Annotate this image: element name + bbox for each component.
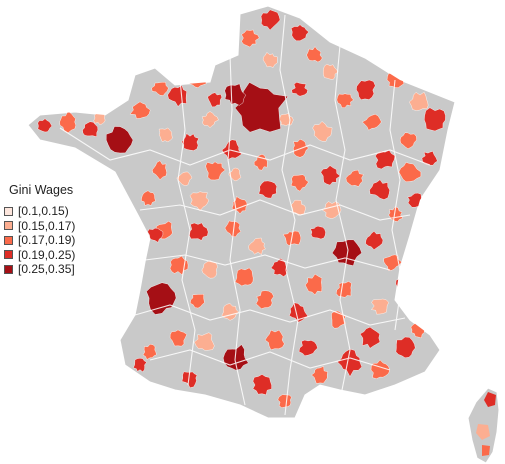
area-patch (322, 63, 339, 80)
area-patch (123, 251, 141, 267)
area-patch (248, 237, 266, 256)
area-patch (105, 126, 134, 154)
area-patch (395, 336, 416, 359)
area-patch (391, 385, 404, 399)
area-patch (181, 133, 200, 151)
map-legend: Gini Wages [0.1,0.15) [0.15,0.17) [0.17,0.… (4, 183, 75, 277)
legend-item: [0.19,0.25) (4, 248, 75, 263)
legend-swatch (4, 221, 13, 231)
area-patch (290, 24, 309, 41)
legend-item: [0.25,0.35] (4, 262, 75, 277)
area-patch (141, 190, 156, 206)
area-patch (147, 227, 164, 243)
legend-label: [0.19,0.25) (18, 247, 76, 262)
area-patch (224, 83, 247, 106)
area-patch (345, 34, 359, 47)
area-patch (424, 107, 446, 132)
area-patch (181, 371, 198, 388)
area-patch (224, 220, 242, 238)
area-patch (311, 366, 328, 384)
area-patch (176, 171, 193, 187)
area-patch (129, 101, 151, 119)
area-patch (241, 29, 260, 48)
area-patch (234, 267, 254, 287)
area-patch (345, 169, 364, 187)
area-patch (320, 165, 341, 186)
area-patch (205, 161, 226, 181)
area-patch (335, 281, 352, 298)
area-patch (370, 359, 391, 379)
corsica-patch-3 (482, 445, 490, 456)
area-patch (221, 139, 242, 160)
region-borders (59, 14, 431, 416)
area-patch (158, 127, 173, 143)
area-patch (142, 343, 157, 360)
area-patch (305, 273, 323, 296)
area-patch (189, 191, 210, 212)
area-patch (201, 111, 219, 128)
area-patch (365, 231, 384, 250)
area-patch (264, 329, 285, 351)
area-patch (194, 332, 215, 351)
legend-item: [0.1,0.15) (4, 204, 75, 219)
legend-swatch (4, 206, 13, 216)
legend-item: [0.15,0.17) (4, 219, 75, 234)
area-patch (361, 114, 382, 131)
area-patch (82, 121, 99, 138)
legend-swatch (4, 250, 13, 260)
area-patch (252, 374, 272, 396)
area-patch (399, 132, 417, 150)
area-patch (356, 79, 376, 100)
area-patch (262, 52, 278, 68)
area-patch (151, 160, 167, 180)
area-patch (386, 70, 405, 88)
legend-swatch (4, 264, 13, 274)
area-patch (234, 82, 289, 133)
legend-swatch (4, 235, 13, 245)
area-patch (298, 339, 318, 356)
area-patch (133, 358, 147, 373)
area-patch (188, 222, 209, 241)
area-patch (306, 46, 323, 63)
area-patch (260, 9, 281, 31)
area-patch (331, 310, 347, 329)
area-patch (228, 167, 242, 182)
legend-label: [0.15,0.17) (18, 218, 76, 233)
corsica-patch-2 (476, 424, 490, 440)
area-patch (207, 92, 223, 108)
area-patch (312, 121, 333, 142)
legend-label: [0.25,0.35] (18, 262, 75, 277)
area-patch (337, 348, 363, 378)
area-patch (336, 93, 354, 108)
area-patch (59, 110, 77, 134)
area-patch (371, 298, 389, 315)
area-patch (258, 180, 278, 199)
legend-title: Gini Wages (9, 183, 74, 197)
area-patch (383, 254, 402, 271)
area-patch (310, 225, 326, 240)
area-patch (421, 151, 438, 166)
corsica (467, 387, 500, 464)
area-patch (369, 179, 390, 200)
area-patch (291, 82, 308, 97)
area-patch (277, 394, 292, 408)
area-patch (359, 326, 381, 349)
area-patch (408, 91, 429, 111)
area-patch (375, 149, 396, 170)
area-patch (151, 82, 169, 96)
area-patch (146, 282, 177, 315)
mainland-france (27, 5, 456, 419)
legend-item: [0.17,0.19) (4, 233, 75, 248)
area-patch (190, 293, 205, 309)
area-patch (255, 290, 274, 309)
legend-label: [0.1,0.15) (18, 204, 69, 219)
area-patch (37, 118, 53, 133)
area-patch (93, 110, 106, 126)
legend-label: [0.17,0.19) (18, 233, 76, 248)
area-patch (290, 174, 309, 192)
corsica-patch-1 (484, 392, 496, 407)
area-patch (169, 329, 188, 347)
